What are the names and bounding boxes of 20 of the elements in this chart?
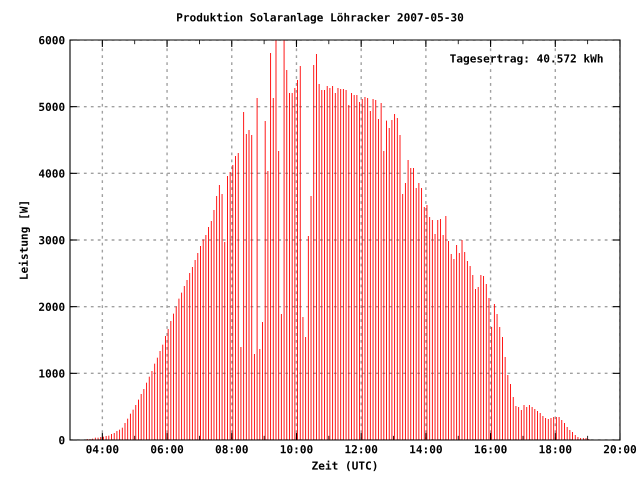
x-tick-label: 14:00: [410, 445, 442, 454]
y-tick-label: 4000: [38, 169, 64, 178]
y-axis-title: Leistung [W]: [18, 202, 30, 279]
x-tick-label: 08:00: [216, 445, 248, 454]
y-tick-label: 0: [59, 436, 64, 444]
x-tick-label: 04:00: [86, 445, 118, 454]
x-tick-label: 20:00: [604, 445, 636, 454]
y-tick-label: 5000: [39, 102, 64, 112]
x-tick-label: 12:00: [345, 445, 378, 454]
x-tick-label: 10:00: [280, 445, 313, 454]
y-tick-label: 6000: [39, 36, 64, 44]
x-axis-title: Zeit (UTC): [312, 460, 376, 472]
y-tick-label: 3000: [39, 236, 64, 244]
annotation: Tagesertrag: 40.572 kWh: [450, 54, 603, 65]
x-tick-label: 06:00: [151, 445, 184, 454]
x-tick-label: 16:00: [474, 445, 507, 454]
y-tick-label: 1000: [39, 369, 64, 378]
y-tick-label: 2000: [39, 302, 64, 312]
chart-title: Produktion Solaranlage Löhracker 2007-05-30: [177, 12, 464, 24]
x-tick-label: 18:00: [540, 445, 572, 454]
